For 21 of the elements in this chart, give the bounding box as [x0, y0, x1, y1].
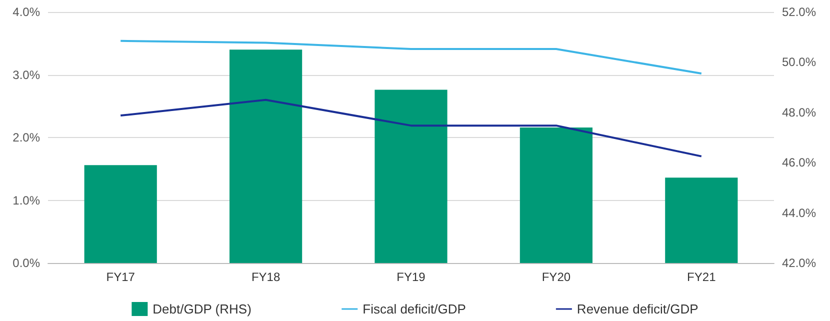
legend-label: Debt/GDP (RHS)	[152, 302, 252, 316]
x-tick-label: FY21	[687, 270, 716, 284]
y-tick-label: 0.0%	[12, 256, 40, 270]
x-tick-label: FY18	[251, 270, 280, 284]
y2-tick-label: 46.0%	[782, 156, 816, 170]
y-tick-label: 1.0%	[12, 193, 40, 208]
line-series	[120, 98, 702, 158]
x-tick-label: FY19	[396, 270, 426, 284]
x-tick-label: FY17	[106, 270, 136, 284]
y2-tick-label: 50.0%	[782, 55, 816, 70]
y2-tick-label: 44.0%	[782, 206, 816, 220]
legend-label: Revenue deficit/GDP	[576, 302, 698, 316]
x-tick-label: FY20	[542, 270, 571, 284]
y2-tick-label: 52.0%	[782, 5, 816, 19]
y-tick-label: 3.0%	[12, 68, 40, 82]
legend-label: Fiscal deficit/GDP	[362, 302, 466, 316]
y2-tick-label: 42.0%	[782, 256, 816, 270]
line-series	[120, 40, 702, 74]
y2-tick-label: 48.0%	[782, 105, 816, 120]
y-tick-label: 4.0%	[12, 5, 40, 19]
y-tick-label: 2.0%	[12, 130, 40, 144]
